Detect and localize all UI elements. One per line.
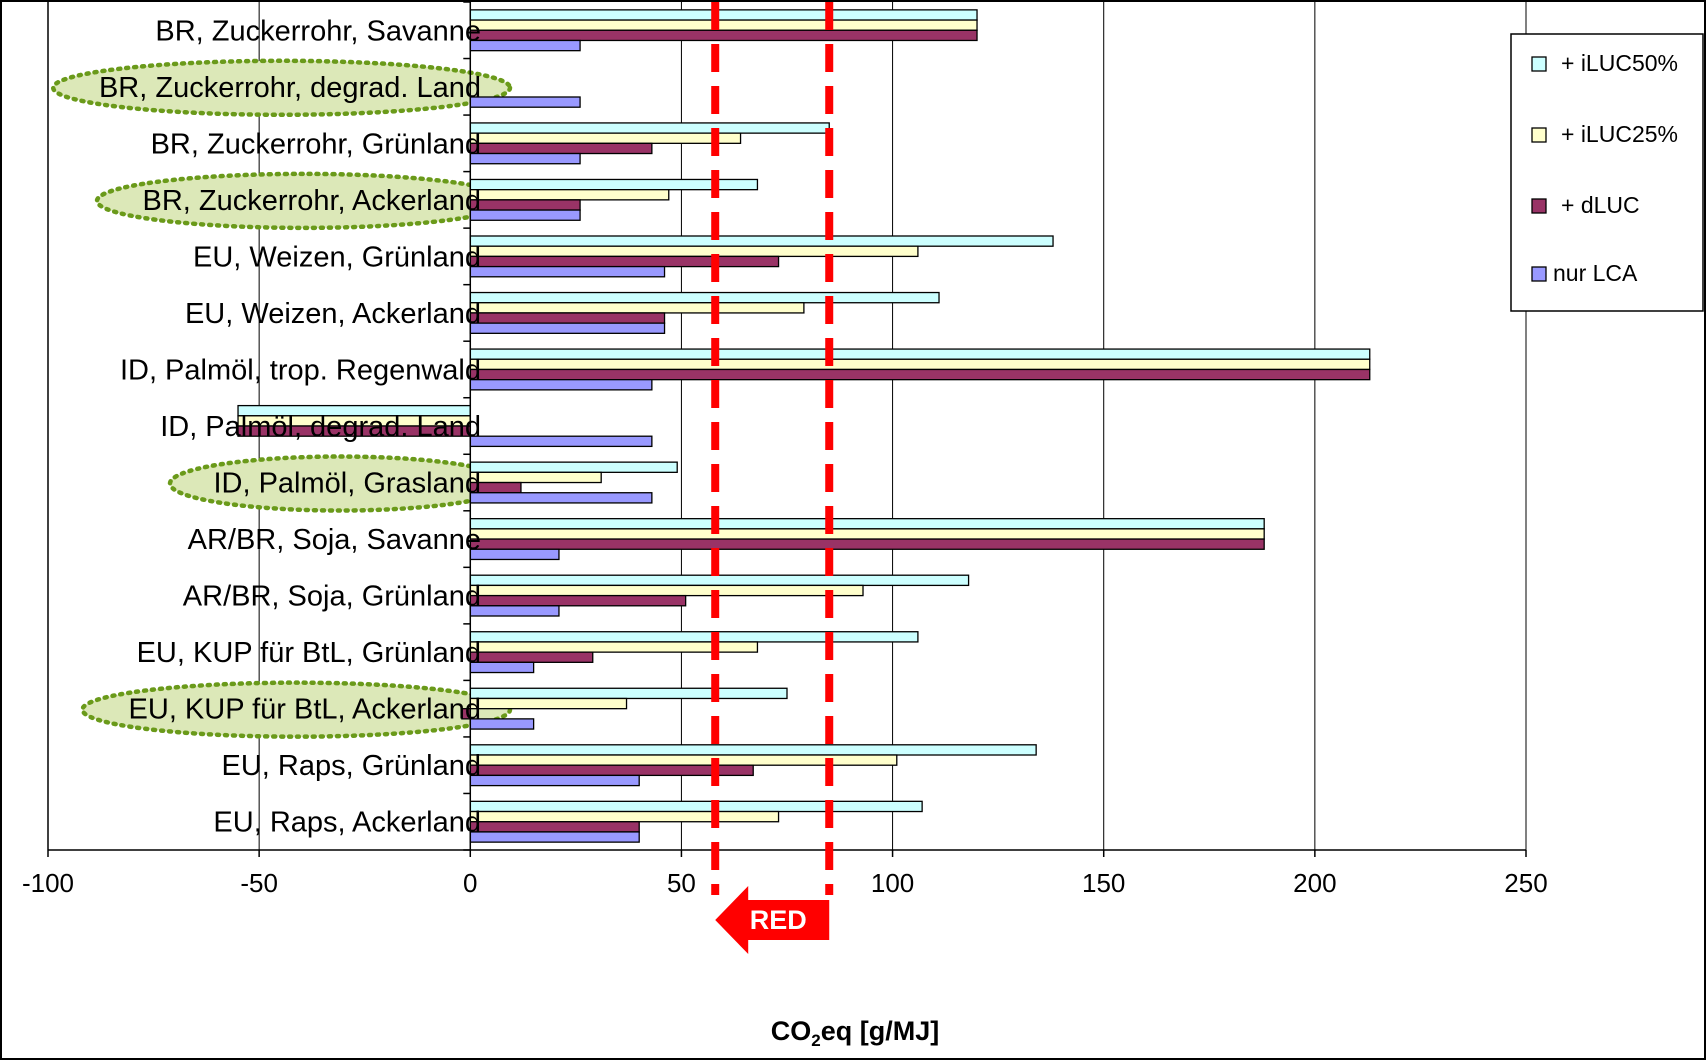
x-tick-labels: -100 -50 0 50 100 150 200 250	[22, 868, 1548, 898]
category-label: ID, Palmöl, degrad. Land	[160, 411, 481, 443]
axes	[47, 1, 1527, 857]
highlight-ellipse	[80, 680, 513, 739]
category-labels: BR, Zuckerrohr, Savanne BR, Zuckerrohr, d…	[99, 15, 481, 838]
bar	[469, 312, 666, 324]
x-tick-label: -50	[240, 868, 278, 898]
bar	[469, 574, 970, 587]
bar	[469, 189, 670, 201]
x-tick-label: 50	[667, 868, 696, 898]
bar	[469, 368, 1371, 381]
bar	[469, 235, 1054, 247]
reference-lines: RED	[711, 2, 834, 954]
category-label: EU, KUP für BtL, Grünland	[137, 637, 481, 669]
category-label: EU, Raps, Grünland	[221, 750, 481, 782]
category-label: EU, Weizen, Ackerland	[185, 298, 481, 330]
legend-label: nur LCA	[1553, 260, 1638, 286]
category-label: AR/BR, Soja, Savanne	[188, 524, 481, 556]
bar	[469, 764, 754, 777]
bar	[469, 348, 1371, 360]
bar	[469, 122, 830, 134]
bar	[469, 774, 640, 787]
bar	[469, 9, 978, 21]
bar	[469, 19, 978, 31]
bar	[469, 548, 560, 561]
category-label: EU, Raps, Ackerland	[213, 807, 481, 839]
category-label: ID, Palmöl, trop. Regenwald	[120, 354, 481, 386]
bar	[469, 831, 640, 843]
bar	[469, 96, 581, 108]
bar	[469, 379, 653, 391]
bar	[469, 584, 864, 597]
bar	[469, 651, 594, 663]
category-label: AR/BR, Soja, Grünland	[183, 581, 481, 613]
bar	[469, 461, 678, 473]
bar	[469, 199, 581, 211]
x-tick-label: 250	[1504, 868, 1547, 898]
bar	[469, 605, 560, 617]
bar	[469, 697, 628, 710]
legend: + iLUC50% + iLUC25% + dLUC nur LCA	[1510, 33, 1704, 312]
x-tick-label: 0	[463, 868, 477, 898]
bar	[469, 322, 666, 334]
bar	[469, 528, 1265, 540]
x-axis-title: CO2eq [g/MJ]	[771, 1016, 939, 1050]
legend-swatch	[1531, 56, 1547, 72]
red-arrow	[715, 886, 830, 954]
bar	[469, 631, 919, 643]
bar	[469, 594, 687, 607]
legend-swatch	[1531, 266, 1547, 282]
bar	[469, 744, 1037, 756]
bar	[469, 538, 1265, 550]
bar	[469, 687, 788, 700]
category-label: EU, Weizen, Grünland	[193, 241, 481, 273]
bar	[469, 800, 923, 813]
bar	[469, 518, 1265, 530]
bar	[469, 132, 742, 144]
x-tick-label: -100	[22, 868, 74, 898]
legend-label: + dLUC	[1561, 192, 1640, 218]
legend-label: + iLUC50%	[1561, 50, 1678, 76]
bar-series	[237, 9, 1371, 843]
bar	[469, 291, 940, 304]
bar	[469, 821, 640, 833]
bar	[469, 142, 653, 155]
bar	[469, 358, 1371, 371]
legend-label: + iLUC25%	[1561, 121, 1678, 147]
legend-box	[1510, 33, 1704, 312]
bar	[469, 810, 780, 823]
bar	[469, 471, 602, 484]
category-label: BR, Zuckerrohr, Grünland	[151, 128, 481, 160]
red-label: RED	[750, 905, 807, 935]
category-label: BR, Zuckerrohr, Ackerland	[143, 185, 481, 217]
bar	[469, 39, 581, 52]
category-label: BR, Zuckerrohr, Savanne	[155, 15, 481, 47]
x-tick-label: 200	[1293, 868, 1336, 898]
highlight-ellipse	[50, 58, 513, 118]
bar	[469, 255, 780, 268]
bar	[469, 302, 805, 314]
category-label: EU, KUP für BtL, Ackerland	[129, 694, 481, 726]
category-highlights	[50, 58, 513, 739]
bar	[469, 209, 581, 221]
bar	[469, 435, 653, 448]
bar	[469, 152, 581, 165]
category-label: BR, Zuckerrohr, degrad. Land	[99, 72, 481, 104]
x-tick-label: 100	[871, 868, 914, 898]
bar	[469, 492, 653, 504]
bar	[469, 29, 978, 42]
x-tick-label: 150	[1082, 868, 1125, 898]
category-label: ID, Palmöl, Grasland	[213, 468, 481, 500]
bar	[469, 265, 666, 278]
legend-swatch	[1531, 127, 1547, 143]
bar	[469, 245, 919, 258]
legend-swatch	[1531, 198, 1547, 214]
